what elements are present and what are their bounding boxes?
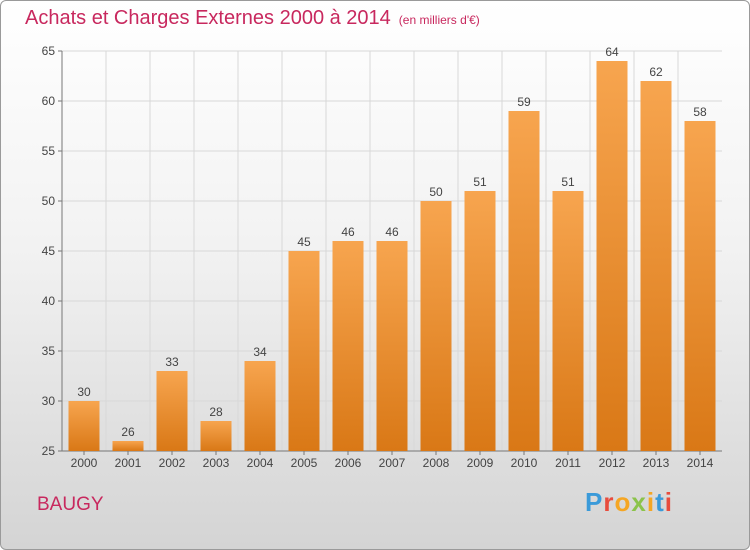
bar-2002 bbox=[156, 371, 188, 451]
x-tick-label: 2002 bbox=[159, 456, 186, 470]
y-tick-label: 50 bbox=[42, 194, 56, 208]
chart-title: Achats et Charges Externes 2000 à 2014 (e… bbox=[25, 7, 480, 30]
proxiti-logo[interactable]: Proxiti bbox=[585, 487, 673, 518]
value-label: 59 bbox=[517, 95, 531, 109]
y-tick-label: 55 bbox=[42, 144, 56, 158]
y-tick-label: 65 bbox=[42, 44, 56, 58]
logo-letter: x bbox=[631, 487, 647, 517]
bar-2011 bbox=[552, 191, 584, 451]
x-tick-label: 2010 bbox=[511, 456, 538, 470]
bar-2001 bbox=[112, 441, 144, 451]
value-label: 46 bbox=[385, 225, 399, 239]
value-label: 45 bbox=[297, 235, 311, 249]
bar-2006 bbox=[332, 241, 364, 451]
value-label: 26 bbox=[121, 425, 135, 439]
bar-2014 bbox=[684, 121, 716, 451]
bar-2009 bbox=[464, 191, 496, 451]
bar-2007 bbox=[376, 241, 408, 451]
x-tick-label: 2013 bbox=[643, 456, 670, 470]
x-tick-label: 2009 bbox=[467, 456, 494, 470]
bar-2000 bbox=[68, 401, 100, 451]
x-tick-label: 2014 bbox=[687, 456, 714, 470]
value-label: 62 bbox=[649, 65, 663, 79]
bars bbox=[68, 61, 716, 451]
x-tick-label: 2012 bbox=[599, 456, 626, 470]
chart-title-text: Achats et Charges Externes 2000 à 2014 bbox=[25, 7, 391, 29]
value-label: 30 bbox=[77, 385, 91, 399]
value-label: 50 bbox=[429, 185, 443, 199]
bar-2005 bbox=[288, 251, 320, 451]
city-name: BAUGY bbox=[37, 494, 104, 515]
x-tick-label: 2008 bbox=[423, 456, 450, 470]
labels: 25 30 35 40 45 50 55 60 65 2000 30 2001 26 2002 33 2003… bbox=[42, 44, 714, 470]
x-tick-label: 2011 bbox=[555, 456, 581, 470]
value-label: 33 bbox=[165, 355, 179, 369]
x-tick-label: 2004 bbox=[247, 456, 274, 470]
logo-letter: i bbox=[664, 487, 673, 517]
logo-letter: r bbox=[603, 487, 615, 517]
x-tick-label: 2000 bbox=[71, 456, 98, 470]
x-tick-label: 2005 bbox=[291, 456, 318, 470]
y-tick-label: 35 bbox=[42, 344, 56, 358]
logo-letter: o bbox=[614, 487, 632, 517]
x-tick-label: 2003 bbox=[203, 456, 230, 470]
logo-letter: P bbox=[585, 487, 604, 517]
y-tick-label: 25 bbox=[42, 444, 56, 458]
value-label: 34 bbox=[253, 345, 267, 359]
x-tick-label: 2006 bbox=[335, 456, 362, 470]
logo-letter: i bbox=[646, 487, 656, 517]
y-tick-label: 30 bbox=[42, 394, 56, 408]
value-label: 51 bbox=[561, 175, 575, 189]
value-label: 58 bbox=[693, 105, 707, 119]
value-label: 64 bbox=[605, 45, 619, 59]
bar-2004 bbox=[244, 361, 276, 451]
value-label: 28 bbox=[209, 405, 223, 419]
y-tick-label: 60 bbox=[42, 94, 56, 108]
bar-2003 bbox=[200, 421, 232, 451]
bar-2008 bbox=[420, 201, 452, 451]
bar-2013 bbox=[640, 81, 672, 451]
bar-2012 bbox=[596, 61, 628, 451]
value-label: 51 bbox=[473, 175, 487, 189]
value-label: 46 bbox=[341, 225, 355, 239]
x-tick-label: 2007 bbox=[379, 456, 406, 470]
chart-unit: (en milliers d'€) bbox=[398, 13, 480, 27]
y-tick-label: 40 bbox=[42, 294, 56, 308]
y-tick-label: 45 bbox=[42, 244, 56, 258]
bar-2010 bbox=[508, 111, 540, 451]
logo-letter: t bbox=[655, 487, 665, 517]
x-tick-label: 2001 bbox=[115, 456, 142, 470]
